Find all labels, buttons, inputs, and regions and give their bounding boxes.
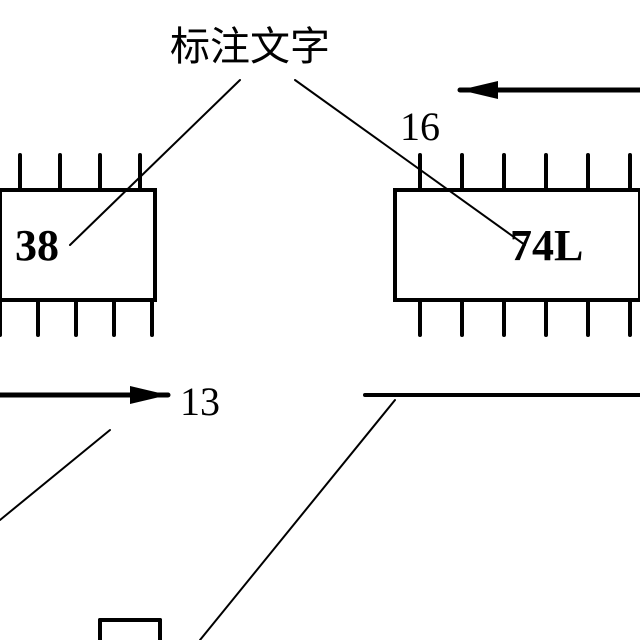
pin-number-1: 13 [180, 379, 220, 424]
pin-number-0: 16 [400, 104, 440, 149]
chip-label: 38 [15, 221, 59, 270]
chip-label: 74L [510, 221, 583, 270]
annotation-label: 标注文字 [170, 24, 330, 69]
